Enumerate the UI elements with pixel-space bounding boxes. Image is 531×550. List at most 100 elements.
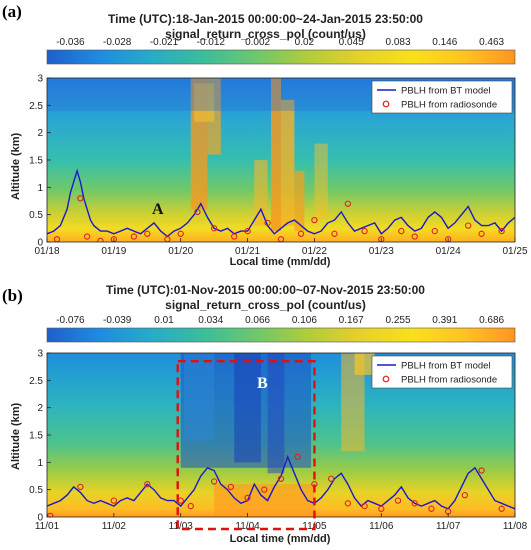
panel-b: (b) Time (UTC):01-Nov-2015 00:00:00~07-N… <box>0 280 531 550</box>
x-tick-label: 11/01 <box>35 521 60 532</box>
radiosonde-point <box>465 222 472 229</box>
panel-label-b: (b) <box>2 286 23 305</box>
radiosonde-point <box>194 208 201 216</box>
y-tick-label: 2 <box>37 403 43 414</box>
colorbar-tick-label: 0.391 <box>432 315 458 326</box>
radiosonde-point <box>210 478 218 485</box>
x-tick-label: 11/07 <box>436 521 461 532</box>
colorbar-tick-label: 0.01 <box>154 315 174 326</box>
radiosonde-point <box>361 227 368 235</box>
radiosonde-point <box>83 233 91 240</box>
radiosonde-point <box>361 502 368 510</box>
legend-box <box>371 355 513 389</box>
y-tick-label: 2.5 <box>29 376 43 387</box>
y-axis-label-a: Altitude (km) <box>10 132 22 200</box>
x-tick-label: 01/18 <box>34 246 59 257</box>
colorbar-tick-label: 0.066 <box>245 315 271 326</box>
y-tick-label: 3 <box>37 74 43 85</box>
chart-title-b: Time (UTC):01-Nov-2015 00:00:00~07-Nov-2… <box>106 283 425 297</box>
radiosonde-point <box>344 200 352 207</box>
legend-marker-swatch <box>382 375 390 383</box>
colorbar-tick-label: 0.167 <box>338 315 364 326</box>
x-axis-label-a: Local time (mm/dd) <box>229 256 331 268</box>
legend-box <box>371 80 513 114</box>
x-tick-label: 11/06 <box>369 521 394 532</box>
y-tick-label: 1 <box>37 183 43 194</box>
radiosonde-point <box>77 195 84 202</box>
x-tick-label: 11/04 <box>235 521 260 532</box>
colorbar-label-a: signal_return_cross_pol (count/us) <box>165 27 366 41</box>
cloud-feature <box>270 78 281 232</box>
radiosonde-point <box>244 494 251 502</box>
radiosonde-point <box>431 227 438 235</box>
radiosonde-point <box>297 230 305 237</box>
pblh-bt-model-line <box>47 168 515 238</box>
colorbar-tick-label: 0.686 <box>479 315 505 326</box>
colorbar-1 <box>46 327 516 343</box>
y-tick-label: 1.5 <box>29 431 43 442</box>
x-axis-label-b: Local time (mm/dd) <box>229 533 331 545</box>
legend: PBLH from BT model PBLH from radiosonde <box>371 80 513 114</box>
highlight-box <box>176 359 316 531</box>
x-tick-label: 11/08 <box>503 521 528 532</box>
radiosonde-point <box>411 500 418 507</box>
y-tick-label: 2 <box>37 128 43 139</box>
legend: PBLH from BT model PBLH from radiosonde <box>371 355 513 389</box>
panel-label-a: (a) <box>2 2 22 21</box>
x-tick-label: 01/19 <box>101 246 126 257</box>
annotation-label: B <box>257 375 268 392</box>
cloud-feature <box>281 99 295 226</box>
colorbar-tick-label: -0.012 <box>196 37 225 48</box>
colorbar-tick-label: 0.255 <box>385 315 411 326</box>
cloud-feature <box>234 353 261 463</box>
cloud-feature <box>294 170 305 232</box>
y-tick-label: 0 <box>37 513 43 524</box>
radiosonde-point <box>398 227 405 235</box>
radiosonde-point <box>344 500 352 507</box>
colorbar-tick-label: 0.463 <box>479 37 505 48</box>
cloud-feature <box>341 353 365 452</box>
legend-label-bt: PBLH from BT model <box>401 361 491 372</box>
legend-label-radiosonde: PBLH from radiosonde <box>401 100 497 111</box>
radiosonde-point <box>378 505 385 512</box>
radiosonde-point <box>331 230 338 237</box>
radiosonde-point <box>144 481 151 488</box>
y-axis-label-b: Altitude (km) <box>10 402 22 470</box>
y-tick-label: 0.5 <box>29 210 43 221</box>
legend-label-bt: PBLH from BT model <box>401 86 491 97</box>
cloud-feature <box>184 353 215 441</box>
colorbar-tick-label: -0.028 <box>103 37 132 48</box>
colorbar-tick-label: 0.045 <box>338 37 364 48</box>
radiosonde-point <box>311 216 318 224</box>
colorbar-bar-1 <box>46 327 516 343</box>
chart-title-a: Time (UTC):18-Jan-2015 00:00:00~24-Jan-2… <box>108 12 423 26</box>
x-tick-label: 11/02 <box>102 521 127 532</box>
y-tick-label: 0 <box>37 238 43 249</box>
radiosonde-point <box>97 237 104 242</box>
radiosonde-point <box>227 483 235 491</box>
radiosonde-point <box>461 491 469 499</box>
y-tick-label: 1 <box>37 458 43 469</box>
colorbar-tick-label: 0.034 <box>198 315 224 326</box>
colorbar-tick-label: -0.021 <box>149 37 179 48</box>
radiosonde-point <box>277 475 285 482</box>
radiosonde-point <box>294 453 301 461</box>
radiosonde-point <box>210 225 218 232</box>
x-tick-label: 01/25 <box>502 246 527 257</box>
radiosonde-point <box>47 512 54 517</box>
radiosonde-point <box>498 227 505 235</box>
colorbar-0 <box>46 49 516 65</box>
radiosonde-point <box>498 505 505 512</box>
colorbar-tick-label: 0.083 <box>385 37 411 48</box>
panel-a: (a) Time (UTC):18-Jan-2015 00:00:00~24-J… <box>0 0 531 272</box>
radiosonde-point <box>261 486 268 493</box>
radiosonde-point <box>231 233 238 240</box>
radiosonde-point <box>411 233 418 240</box>
colorbar-tick-label: -0.036 <box>56 37 85 48</box>
colorbar-tick-label: 0.02 <box>294 37 315 48</box>
radiosonde-point <box>187 502 194 510</box>
radiosonde-point <box>244 227 251 235</box>
cloud-feature <box>194 83 215 122</box>
cloud-feature <box>254 160 268 226</box>
y-tick-label: 0.5 <box>29 485 43 496</box>
